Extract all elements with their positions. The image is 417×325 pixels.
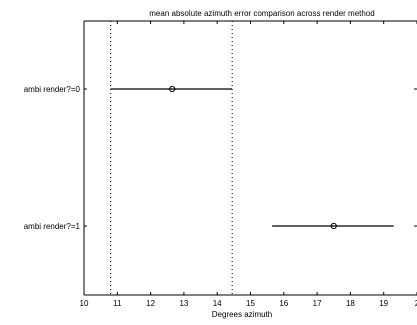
x-tick-label: 2 [415, 299, 417, 308]
x-tick-label: 13 [179, 299, 188, 308]
chart-marks: 10 11 12 13 14 15 16 17 18 19 2 ambi render?=0 ambi … [24, 21, 417, 308]
x-axis-label: Degrees azimuth [212, 310, 272, 319]
mean-marker [330, 222, 337, 230]
chart-title: mean absolute azimuth error comparison a… [149, 9, 374, 18]
mean-marker [169, 85, 176, 93]
y-tick-label: ambi render?=1 [24, 222, 81, 231]
x-tick-label: 14 [213, 299, 222, 308]
x-tick-label: 16 [279, 299, 288, 308]
x-tick-label: 19 [379, 299, 388, 308]
x-tick-label: 15 [246, 299, 255, 308]
y-tick-label: ambi render?=0 [24, 85, 81, 94]
x-tick-label: 10 [80, 299, 89, 308]
x-tick-label: 18 [346, 299, 355, 308]
x-tick-label: 12 [146, 299, 155, 308]
x-tick-label: 17 [313, 299, 322, 308]
x-tick-label: 11 [113, 299, 122, 308]
